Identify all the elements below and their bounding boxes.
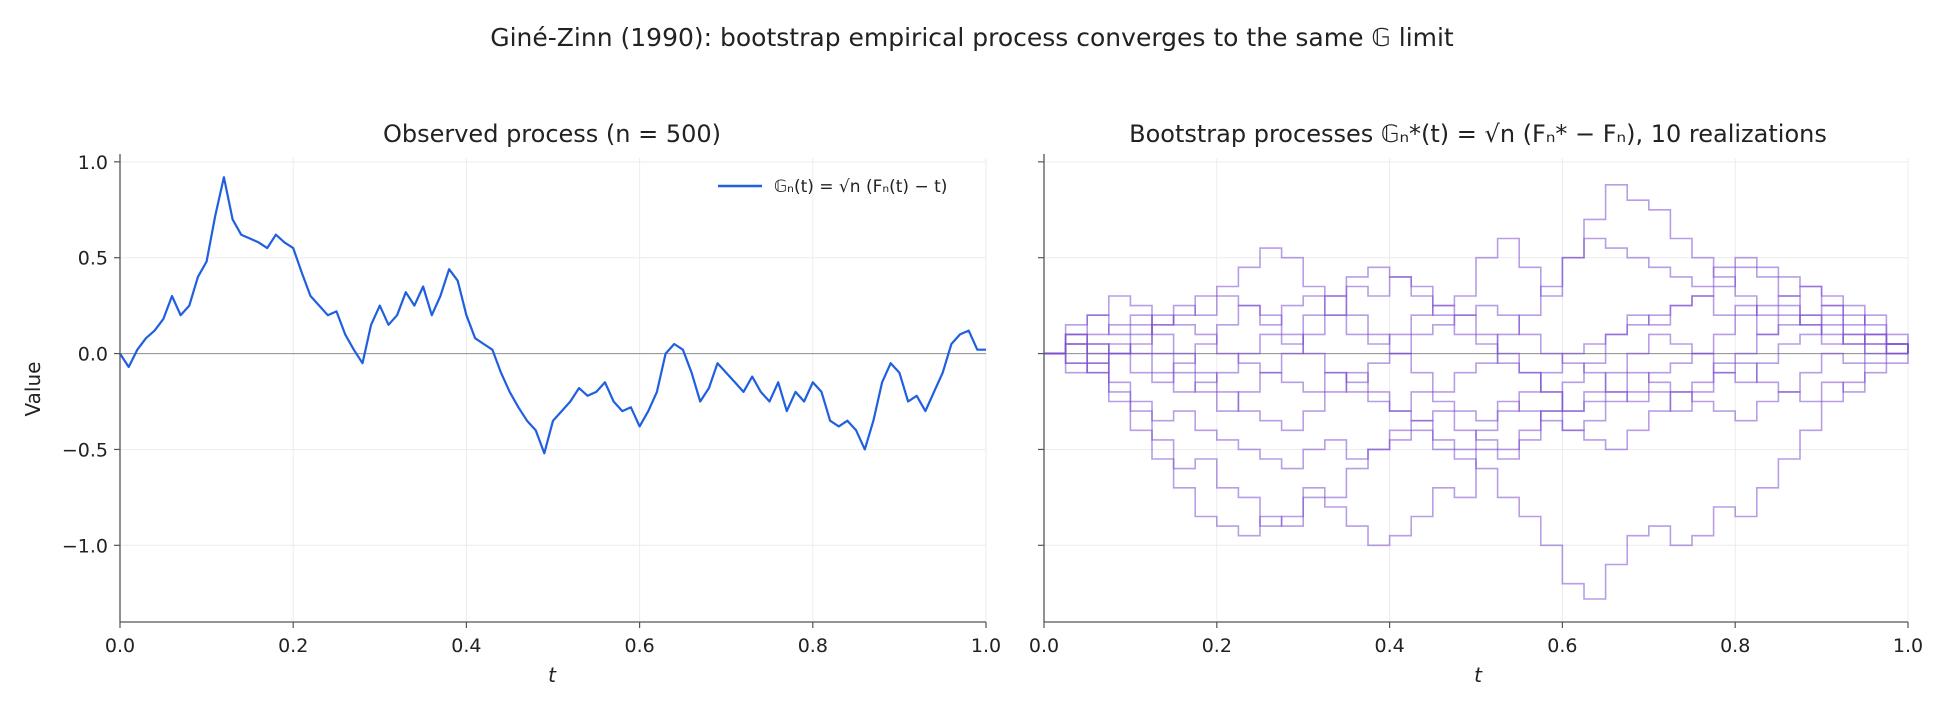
x-tick-label: 0.4 [1374,635,1404,657]
y-tick-label: −1.0 [62,535,108,557]
panel-observed-process: Observed process (n = 500) 0.0 0.2 0.4 0.6 0… [21,120,1001,687]
series-bootstrap [1044,184,1909,600]
legend-observed: 𝔾ₙ(t) = √n (Fₙ(t) − t) [718,177,947,197]
panel-title-bootstrap: Bootstrap processes 𝔾ₙ*(t) = √n (Fₙ* − F… [1129,120,1827,148]
x-tick-label: 0.4 [451,635,481,657]
series-observed [119,176,986,455]
ticks-bootstrap: 0.0 0.2 0.4 0.6 0.8 1.0 [1029,161,1923,657]
bootstrap-realization-10 [1044,266,1909,470]
figure-suptitle: Giné-Zinn (1990): bootstrap empirical pr… [490,23,1454,52]
x-tick-label: 0.0 [1029,635,1059,657]
y-tick-label: −0.5 [62,439,108,461]
x-tick-label: 0.8 [798,635,828,657]
y-axis-label: Value [21,362,45,417]
x-tick-label: 0.2 [278,635,308,657]
bootstrap-realization-7 [1044,304,1908,412]
bootstrap-realization-2 [1044,343,1908,600]
panel-bootstrap-processes: Bootstrap processes 𝔾ₙ*(t) = √n (Fₙ* − F… [1029,120,1923,687]
bootstrap-realization-9 [1044,295,1909,422]
axes-bootstrap [1043,154,1908,623]
x-tick-label: 1.0 [971,635,1001,657]
x-tick-label: 0.0 [105,635,135,657]
x-tick-label: 0.6 [624,635,654,657]
x-tick-label: 0.6 [1547,635,1577,657]
grid-observed [119,158,987,622]
y-tick-label: 1.0 [78,152,108,174]
axes-observed [119,154,986,623]
legend-label: 𝔾ₙ(t) = √n (Fₙ(t) − t) [774,177,947,197]
x-tick-label: 0.8 [1720,635,1750,657]
y-tick-label: 0.5 [78,248,108,270]
x-tick-label: 1.0 [1893,635,1923,657]
x-axis-label-observed: t [548,663,557,687]
bootstrap-realization-5 [1044,266,1909,412]
y-tick-label: 0.0 [78,344,108,366]
series-line-observed [119,176,986,455]
panel-title-observed: Observed process (n = 500) [383,120,721,148]
x-tick-label: 0.2 [1202,635,1232,657]
x-axis-label-bootstrap: t [1474,663,1483,687]
ticks-observed: 0.0 0.2 0.4 0.6 0.8 1.0 1.0 0.5 0.0 −0.5 −1.0 [62,152,1001,657]
bootstrap-realization-8 [1044,304,1909,451]
